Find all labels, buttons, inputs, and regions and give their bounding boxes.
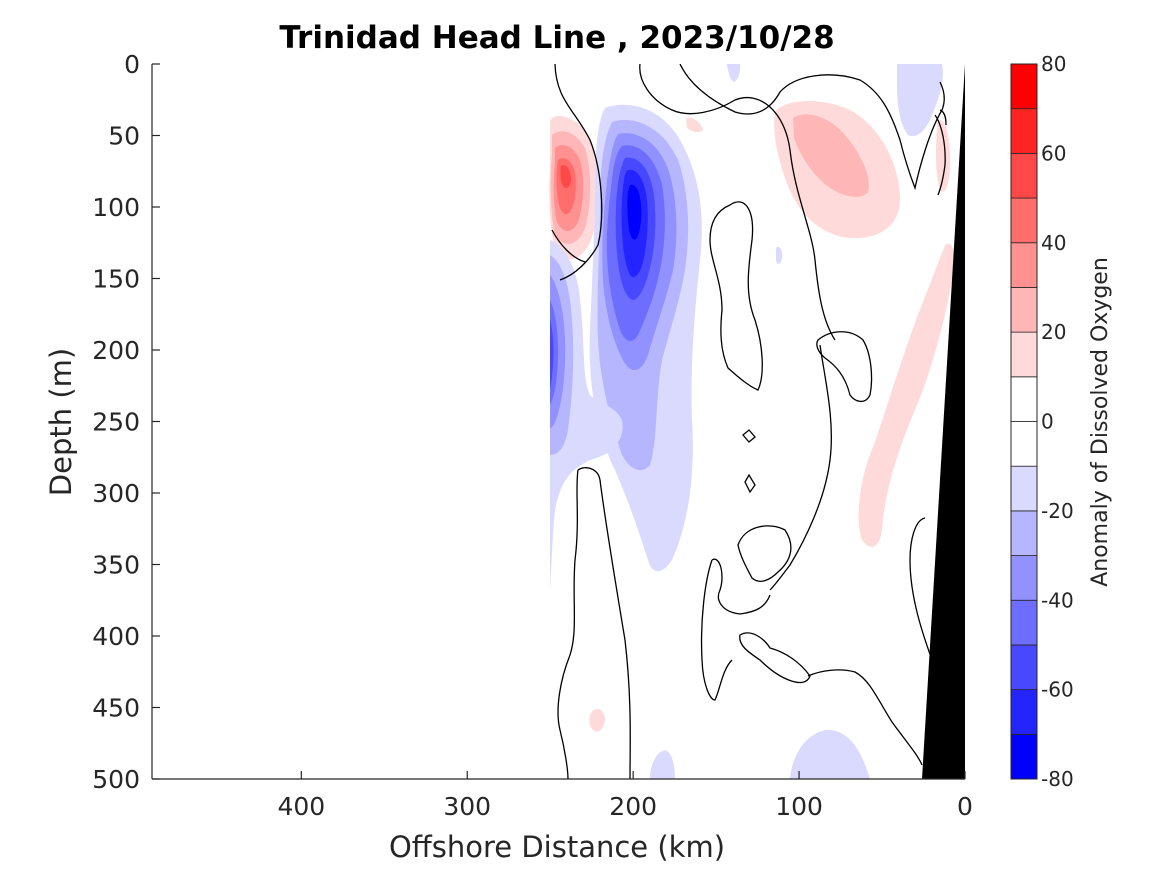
colorbar-tick-label: 40 (1041, 231, 1066, 255)
y-tick-label: 400 (92, 622, 140, 651)
bathymetry-shelf-fill (922, 64, 965, 779)
colorbar-label: Anomaly of Dissolved Oxygen (1088, 257, 1113, 587)
y-axis-ticks: 0 50 100 150 200 250 300 350 400 450 500 (92, 50, 160, 794)
anomaly-patch-positive-surface-160km (686, 117, 703, 133)
colorbar-tick-label: -80 (1041, 767, 1074, 791)
colorbar-tick-label: -40 (1041, 588, 1074, 612)
x-tick-label: 400 (277, 792, 325, 821)
anomaly-field (549, 64, 965, 779)
colorbar-segment (1010, 242, 1038, 288)
colorbar-segment (1010, 465, 1038, 512)
colorbar-tick-label: 20 (1041, 320, 1066, 344)
y-tick-label: 50 (108, 122, 140, 151)
anomaly-patch-negative-bottom-80km (790, 729, 870, 779)
colorbar-segment (1010, 555, 1038, 601)
anomaly-patch-negative-surface-20km (897, 64, 943, 137)
y-tick-label: 200 (92, 336, 140, 365)
colorbar-segment (1010, 376, 1038, 422)
anomaly-feature-negative-200km (589, 104, 702, 572)
y-tick-label: 150 (92, 265, 140, 294)
colorbar-tick-label: -60 (1041, 678, 1074, 702)
colorbar-segment (1010, 197, 1038, 244)
y-tick-label: 500 (92, 765, 140, 794)
x-axis-ticks: 400 300 200 100 0 (277, 771, 973, 821)
colorbar-tick-label: 80 (1041, 52, 1066, 76)
colorbar-segments (1010, 63, 1038, 780)
colorbar-segment (1010, 331, 1038, 378)
colorbar: 80 60 40 20 0 -20 -40 -60 -80 Anomaly of Dissolv… (1010, 52, 1113, 791)
colorbar-segment (1010, 644, 1038, 691)
y-tick-label: 0 (124, 50, 140, 79)
colorbar-tick-label: -20 (1041, 499, 1074, 523)
x-tick-label: 200 (609, 792, 657, 821)
anomaly-patch-negative-bottom-190km (650, 750, 675, 779)
y-tick-label: 300 (92, 479, 140, 508)
anomaly-feature-positive-75km (774, 101, 901, 239)
anomaly-patch-negative-surface-140km (727, 64, 741, 82)
colorbar-segment (1010, 421, 1038, 467)
chart-title: Trinidad Head Line , 2023/10/28 (279, 20, 834, 56)
y-tick-label: 450 (92, 694, 140, 723)
x-axis-label: Offshore Distance (km) (389, 830, 725, 864)
anomaly-patch-negative-130km (776, 246, 783, 264)
colorbar-segment (1010, 733, 1038, 780)
colorbar-tick-label: 60 (1041, 141, 1066, 165)
colorbar-segment (1010, 510, 1038, 556)
colorbar-tick-label: 0 (1041, 410, 1054, 434)
y-axis-label: Depth (m) (44, 348, 78, 496)
y-tick-label: 250 (92, 408, 140, 437)
colorbar-segment (1010, 599, 1038, 646)
anomaly-feature-positive-240km (549, 115, 598, 260)
colorbar-segment (1010, 287, 1038, 333)
x-tick-label: 300 (443, 792, 491, 821)
x-tick-label: 100 (775, 792, 823, 821)
y-tick-label: 350 (92, 551, 140, 580)
colorbar-segment (1010, 689, 1038, 735)
anomaly-feature-negative-250km (550, 240, 623, 590)
y-tick-label: 100 (92, 193, 140, 222)
anomaly-feature-positive-slope (589, 119, 955, 732)
zero-contour-lines (551, 64, 947, 779)
plot-area: 400 300 200 100 0 0 50 100 150 200 250 300 350 400 45… (92, 50, 973, 821)
colorbar-ticks: 80 60 40 20 0 -20 -40 -60 -80 (1041, 52, 1074, 791)
colorbar-segment (1010, 63, 1038, 110)
x-tick-label: 0 (957, 792, 973, 821)
colorbar-frame (1010, 63, 1038, 780)
colorbar-segment (1010, 152, 1038, 199)
colorbar-segment (1010, 108, 1038, 154)
